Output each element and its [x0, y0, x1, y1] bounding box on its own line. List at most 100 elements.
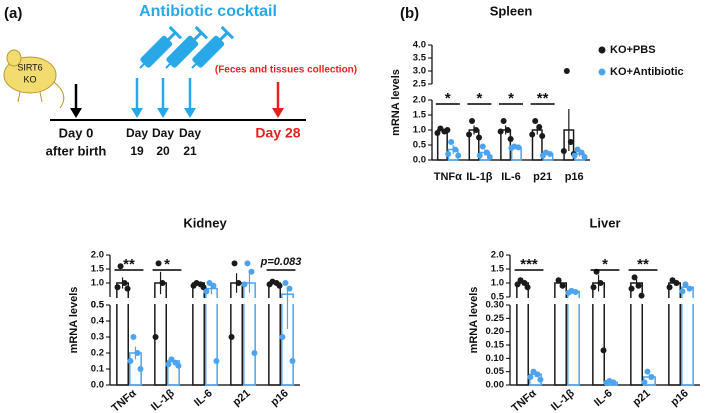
- data-point: [286, 285, 293, 292]
- y-tick-label: 0.30: [486, 300, 505, 311]
- data-point: [200, 284, 207, 291]
- data-point: [682, 281, 689, 288]
- data-point: [248, 268, 255, 275]
- data-point: [124, 285, 131, 292]
- x-tick-label: p16: [565, 171, 584, 183]
- data-point: [452, 146, 459, 153]
- data-point: [279, 334, 286, 340]
- significance-label: *: [508, 90, 514, 107]
- data-point: [508, 145, 515, 151]
- x-tick-label: IL-1β: [149, 387, 177, 413]
- y-tick-label: 0.5: [91, 300, 105, 311]
- data-point: [155, 260, 162, 267]
- data-point: [666, 284, 673, 291]
- data-point: [537, 376, 544, 383]
- data-point: [137, 366, 144, 372]
- y-tick-label: 2.0: [91, 250, 104, 261]
- mouse-icon: [3, 49, 65, 109]
- y-tick-label: 0.25: [486, 313, 505, 324]
- data-point: [235, 280, 242, 286]
- data-point: [555, 277, 562, 284]
- data-point: [529, 131, 536, 138]
- data-point: [527, 374, 534, 380]
- data-point: [514, 281, 521, 288]
- y-tick-label: 0.1: [91, 364, 105, 375]
- significance-label: **: [123, 256, 135, 273]
- panel-label: (b): [400, 5, 419, 22]
- syringes: [139, 25, 235, 69]
- y-axis-label: mRNA levels: [468, 287, 480, 354]
- legend-label: KO+Antibiotic: [610, 66, 684, 78]
- data-point: [567, 139, 574, 145]
- legend-label: KO+PBS: [610, 44, 656, 56]
- y-tick-label: 0.4: [91, 316, 105, 327]
- data-point: [479, 143, 486, 150]
- data-point: [641, 379, 648, 386]
- y-tick-label: 0.0: [413, 155, 426, 166]
- data-point: [571, 152, 578, 159]
- day-label: 20: [156, 144, 170, 158]
- data-point: [159, 280, 166, 286]
- data-point: [563, 68, 570, 74]
- data-point: [121, 280, 128, 286]
- significance-label: *: [164, 256, 170, 273]
- data-point: [644, 368, 651, 375]
- x-tick-label: IL-1β: [466, 171, 493, 183]
- y-tick-label: 0.5: [91, 300, 105, 311]
- axis-break: [508, 298, 702, 304]
- cocktail-title: Antibiotic cocktail: [139, 3, 277, 20]
- y-tick-label: 0.15: [486, 340, 505, 351]
- data-point: [152, 334, 159, 340]
- y-tick-label: 1.0: [491, 278, 504, 289]
- y-tick-label: 0.3: [91, 332, 104, 343]
- data-point: [497, 128, 504, 135]
- significance-label: **: [637, 256, 649, 273]
- data-point: [282, 280, 289, 286]
- y-tick-label: 0.5: [413, 140, 427, 151]
- y-tick-label: 1.5: [413, 110, 427, 121]
- y-axis-label: mRNA levels: [390, 69, 402, 136]
- bar: [567, 290, 580, 386]
- mouse-label: SIRT6: [17, 62, 42, 72]
- data-point: [483, 149, 490, 156]
- x-tick-label: IL-6: [501, 171, 521, 183]
- x-tick-label: TNFα: [510, 387, 539, 413]
- data-point: [565, 289, 572, 296]
- y-tick-label: 0.2: [91, 348, 104, 359]
- y-tick-label: 0.0: [91, 380, 104, 391]
- data-point: [165, 361, 172, 368]
- y-tick-label: 0.10: [486, 353, 505, 364]
- x-tick-label: IL-6: [592, 387, 615, 409]
- panel-label: (a): [4, 5, 22, 22]
- day-label: 19: [130, 144, 144, 158]
- data-point: [536, 124, 543, 130]
- y-tick-label: 2.5: [413, 79, 427, 90]
- data-point: [473, 127, 480, 133]
- significance-label: *: [602, 256, 608, 273]
- y-tick-label: 0.5: [491, 292, 505, 303]
- y-tick-label: 1.5: [491, 264, 505, 275]
- data-point: [448, 139, 455, 145]
- collection-label: (Feces and tissues collection): [215, 65, 357, 76]
- data-point: [466, 131, 473, 138]
- data-point: [251, 350, 258, 356]
- data-point: [539, 152, 546, 159]
- data-point: [597, 280, 604, 286]
- data-point: [539, 133, 546, 139]
- data-point: [190, 282, 197, 289]
- data-point: [213, 358, 220, 364]
- data-point: [168, 356, 175, 363]
- legend-marker: [598, 68, 606, 76]
- data-point: [289, 358, 296, 364]
- x-tick-label: p21: [533, 171, 552, 183]
- data-point: [559, 282, 566, 289]
- day-label: Day 28: [255, 125, 300, 141]
- chart-title: Spleen: [490, 3, 533, 18]
- data-point: [590, 284, 597, 291]
- data-point: [578, 149, 585, 156]
- data-point: [127, 358, 134, 364]
- data-point: [635, 282, 642, 289]
- data-point: [500, 118, 507, 124]
- data-point: [276, 282, 283, 289]
- data-point: [203, 288, 210, 295]
